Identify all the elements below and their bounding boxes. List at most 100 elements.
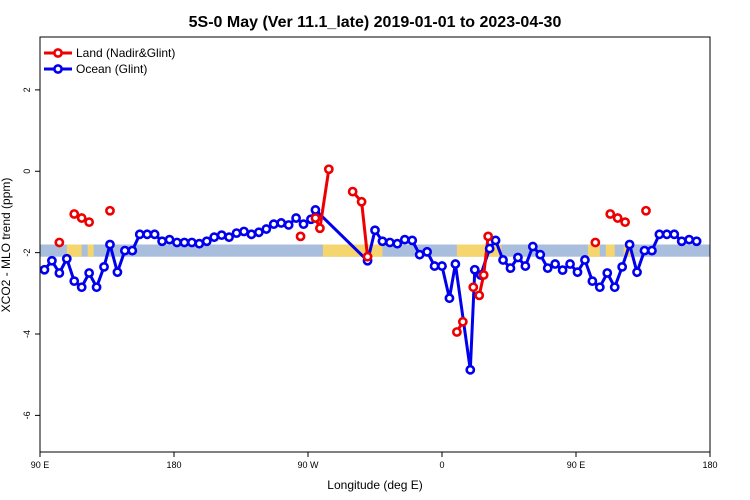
- land-band-segment: [87, 244, 94, 257]
- ocean-point: [654, 229, 665, 240]
- land-point: [478, 270, 489, 280]
- x-tick-label: 180: [702, 460, 717, 470]
- land-series-segment: [318, 169, 331, 229]
- ocean-point: [639, 245, 650, 256]
- legend-label: Land (Nadir&Glint): [76, 46, 175, 60]
- ocean-point: [172, 237, 182, 248]
- ocean-point: [565, 259, 575, 269]
- plot-frame: [39, 36, 711, 453]
- ocean-point: [399, 234, 410, 245]
- land-point: [468, 282, 479, 293]
- ocean-point: [617, 261, 628, 272]
- ocean-point: [194, 238, 205, 249]
- ocean-point: [550, 259, 561, 269]
- ocean-point: [542, 263, 553, 273]
- ocean-point: [490, 235, 501, 246]
- ocean-point: [119, 245, 130, 256]
- land-point: [474, 290, 485, 301]
- ocean-point: [112, 267, 123, 278]
- land-point: [310, 213, 321, 223]
- ocean-point: [179, 237, 190, 248]
- ocean-point: [209, 232, 220, 243]
- ocean-point: [164, 234, 175, 245]
- ocean-point: [632, 267, 642, 278]
- land-point: [620, 217, 631, 228]
- ocean-point: [676, 236, 687, 247]
- ocean-point: [186, 237, 197, 248]
- x-tick-label: 90 E: [567, 460, 586, 470]
- ocean-point: [39, 264, 50, 275]
- ocean-point: [557, 265, 568, 276]
- ocean-point: [149, 229, 160, 240]
- ocean-point: [283, 220, 294, 230]
- x-tick-label: 180: [166, 460, 181, 470]
- chart-title: 5S-0 May (Ver 11.1_late) 2019-01-01 to 2…: [189, 14, 562, 31]
- ocean-point: [377, 236, 388, 247]
- land-point: [605, 209, 616, 219]
- x-tick-label: 0: [439, 460, 444, 470]
- ocean-point: [231, 228, 242, 239]
- ocean-point: [253, 227, 264, 238]
- ocean-point: [61, 253, 72, 264]
- ocean-point: [498, 255, 508, 265]
- ocean-point: [392, 238, 403, 249]
- ocean-point: [520, 261, 531, 271]
- x-tick-label: 90 E: [31, 460, 50, 470]
- ocean-point: [76, 282, 87, 293]
- legend-marker: [53, 64, 63, 74]
- land-point: [347, 186, 358, 197]
- ocean-point: [224, 232, 234, 243]
- ocean-point: [594, 282, 605, 293]
- land-point: [483, 231, 494, 242]
- y-axis: 2 0 -2 -4 -6: [22, 87, 40, 419]
- ocean-point: [239, 226, 249, 237]
- ocean-point: [572, 267, 583, 278]
- ocean-point: [527, 241, 538, 252]
- ocean-point: [91, 282, 102, 293]
- ocean-point: [246, 229, 257, 240]
- ocean-point: [276, 218, 287, 228]
- ocean-point: [310, 205, 321, 215]
- land-point: [641, 205, 651, 216]
- land-point: [315, 223, 325, 234]
- x-axis: 90 E 180 90 W 0 90 E 180: [31, 452, 718, 470]
- ocean-point: [422, 246, 433, 257]
- ocean-point: [669, 229, 680, 240]
- y-tick-label: -4: [22, 330, 32, 338]
- ocean-point: [609, 282, 620, 293]
- x-tick-label: 90 W: [297, 460, 319, 470]
- x-axis-label: Longitude (deg E): [327, 478, 422, 492]
- ocean-point: [268, 219, 279, 230]
- plot-area: [39, 164, 710, 375]
- ocean-point: [469, 264, 480, 275]
- ocean-point: [684, 234, 695, 245]
- ocean-point: [157, 236, 167, 247]
- land-band-segment: [605, 244, 615, 257]
- land-point: [457, 316, 468, 327]
- land-point: [356, 196, 367, 207]
- ocean-point: [484, 243, 495, 254]
- ocean-point: [291, 213, 301, 223]
- ocean-point: [261, 224, 272, 234]
- ocean-point: [201, 236, 212, 247]
- ocean-point: [580, 255, 590, 265]
- ocean-point: [513, 252, 523, 263]
- land-point: [84, 217, 95, 228]
- land-point: [105, 205, 115, 216]
- ocean-point: [437, 261, 447, 271]
- land-band-segment: [66, 244, 82, 257]
- ocean-point: [647, 245, 657, 256]
- y-axis-label: XCO2 - MLO trend (ppm): [0, 178, 13, 313]
- ocean-point: [142, 229, 153, 240]
- y-tick-label: -2: [22, 249, 32, 257]
- land-band-segment: [587, 244, 600, 257]
- land-point: [54, 237, 65, 248]
- ocean-point: [444, 293, 455, 304]
- ocean-point: [298, 219, 309, 230]
- land-series-segment: [360, 201, 370, 257]
- ocean-point: [624, 239, 635, 250]
- land-point: [323, 164, 334, 175]
- y-tick-label: 2: [22, 87, 32, 92]
- ocean-point: [414, 249, 425, 260]
